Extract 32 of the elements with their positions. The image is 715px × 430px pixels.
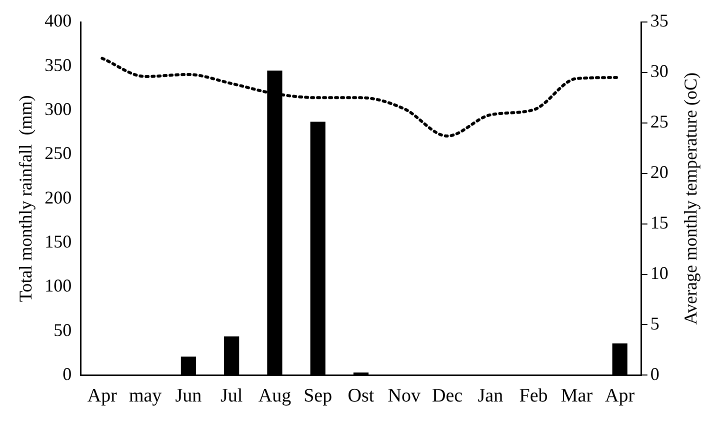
- y-tick-label: 250: [44, 143, 72, 164]
- x-tick-label: may: [128, 386, 162, 407]
- y2-tick-label: 5: [650, 313, 660, 334]
- y2-tick-label: 0: [650, 364, 660, 384]
- y2-tick-label: 35: [650, 10, 668, 31]
- x-tick-label: Aug: [258, 386, 292, 407]
- y-tick-label: 350: [44, 54, 72, 75]
- y2-axis-title: Average monthly temperature (oC): [680, 72, 701, 325]
- x-tick-label: Ost: [348, 386, 375, 407]
- y-tick-label: 200: [44, 187, 72, 208]
- x-tick-label: Jun: [175, 386, 202, 407]
- x-tick-label: Nov: [388, 386, 421, 407]
- x-tick-label: Mar: [560, 386, 594, 407]
- x-tick-label: Sep: [304, 386, 332, 407]
- y2-tick-label: 30: [650, 61, 668, 82]
- x-tick-label: Jan: [478, 386, 504, 407]
- y2-tick-label: 20: [650, 162, 668, 182]
- y-tick-label: 400: [44, 10, 72, 31]
- x-tick-label: Apr: [87, 386, 118, 407]
- y2-tick-label: 15: [650, 212, 668, 233]
- y-tick-label: 300: [44, 99, 72, 120]
- x-tick-label: Jul: [220, 386, 243, 407]
- y2-tick-label: 10: [650, 263, 668, 284]
- y2-tick-label: 25: [650, 112, 668, 132]
- y-axis-title: Total monthly rainfall (mm): [16, 95, 36, 302]
- x-tick-label: Feb: [519, 386, 548, 407]
- x-tick-label: Dec: [432, 386, 463, 407]
- x-tick-label: Apr: [605, 386, 636, 407]
- y-tick-label: 100: [44, 276, 72, 296]
- y-tick-label: 50: [54, 320, 72, 340]
- y-tick-label: 150: [44, 231, 72, 252]
- y-tick-label: 0: [62, 364, 72, 384]
